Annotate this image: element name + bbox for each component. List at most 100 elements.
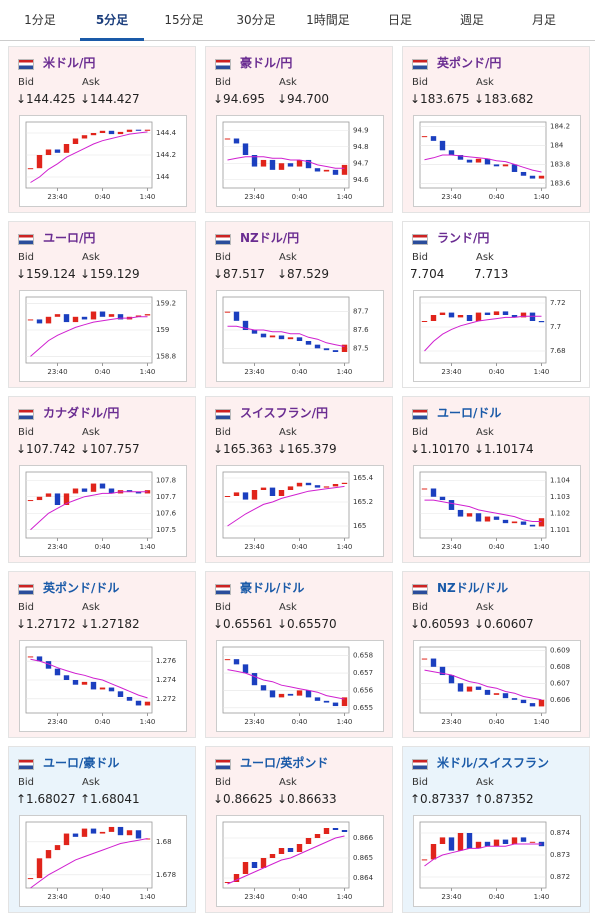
- bid-label: Bid: [215, 252, 231, 263]
- pair-name[interactable]: 豪ドル/円: [240, 56, 293, 70]
- pair-name[interactable]: カナダドル/円: [43, 406, 120, 420]
- candle: [475, 513, 482, 522]
- rate-card[interactable]: 豪ドル/ドル Bid Ask ↓0.65561 ↓0.65570 0.655 0.656 0.…: [205, 571, 393, 738]
- rate-card[interactable]: ユーロ/円 Bid Ask ↓159.124 ↓159.129 158.8 159 159.2…: [8, 221, 196, 388]
- candle: [430, 136, 437, 141]
- candle: [323, 828, 330, 834]
- bid-value: 7.704: [410, 267, 445, 281]
- average-line: [30, 131, 148, 183]
- pair-name[interactable]: ユーロ/英ポンド: [240, 756, 329, 770]
- candle: [493, 311, 500, 315]
- candle: [475, 686, 482, 690]
- rate-card[interactable]: 米ドル/円 Bid Ask ↓144.425 ↓144.427 144 144.2 144.4…: [8, 46, 196, 213]
- average-line: [227, 485, 345, 527]
- rate-card[interactable]: ユーロ/豪ドル Bid Ask ↑1.68027 ↑1.68041 1.678 1.68 23…: [8, 746, 196, 913]
- candle: [72, 488, 79, 494]
- bid-value: ↓1.27172: [16, 617, 76, 631]
- candle: [314, 344, 321, 349]
- x-tick-label: 0:40: [292, 718, 308, 726]
- candle: [108, 687, 115, 692]
- y-tick-label: 1.272: [156, 695, 176, 703]
- rate-card[interactable]: ユーロ/英ポンド Bid Ask ↓0.86625 ↓0.86633 0.864 0.865…: [205, 746, 393, 913]
- candle: [36, 858, 43, 879]
- y-tick-label: 1.102: [550, 509, 570, 517]
- tab[interactable]: 1分足: [24, 13, 56, 27]
- bid-value: ↓159.124: [16, 267, 76, 281]
- pair-name[interactable]: 米ドル/スイスフラン: [437, 756, 550, 770]
- flag-icon: [215, 759, 231, 770]
- candle: [511, 315, 518, 318]
- pair-name[interactable]: 豪ドル/ドル: [240, 581, 305, 595]
- y-tick-label: 94.7: [353, 159, 369, 167]
- candle: [341, 164, 348, 175]
- y-tick-label: 0.655: [353, 704, 373, 712]
- rate-card[interactable]: ユーロ/ドル Bid Ask ↓1.10170 ↓1.10174 1.101 1.102 1.…: [402, 396, 590, 563]
- pair-name[interactable]: ユーロ/豪ドル: [43, 756, 120, 770]
- plot-frame: [222, 471, 350, 539]
- y-tick-label: 0.609: [550, 646, 570, 654]
- tab[interactable]: 15分足: [164, 13, 204, 27]
- rate-card[interactable]: NZドル/円 Bid Ask ↓87.517 ↓87.529 87.5 87.6 87.7 23…: [205, 221, 393, 388]
- candle: [54, 493, 61, 505]
- pair-name[interactable]: ランド/円: [437, 231, 490, 245]
- candle: [90, 828, 97, 834]
- ask-value: ↑1.68041: [80, 792, 140, 806]
- flag-icon: [18, 409, 34, 420]
- y-tick-label: 1.104: [550, 476, 571, 484]
- rate-card[interactable]: 米ドル/スイスフラン Bid Ask ↑0.87337 ↑0.87352 0.872 0.8…: [402, 746, 590, 913]
- ask-label: Ask: [82, 777, 100, 788]
- tab[interactable]: 30分足: [236, 13, 276, 27]
- candle: [99, 130, 106, 133]
- rate-card[interactable]: ランド/円 Bid Ask 7.704 7.713 7.68 7.7 7.72 23:40 0:4…: [402, 221, 590, 388]
- pair-name[interactable]: 英ポンド/円: [437, 56, 502, 70]
- candle: [260, 333, 267, 338]
- candle: [421, 488, 428, 490]
- y-tick-label: 1.101: [550, 526, 570, 534]
- candle: [224, 659, 231, 661]
- tab[interactable]: 日足: [387, 13, 412, 27]
- candle: [45, 149, 52, 155]
- rate-card[interactable]: カナダドル/円 Bid Ask ↓107.742 ↓107.757 107.5 107.6 1…: [8, 396, 196, 563]
- candle: [90, 483, 97, 492]
- x-tick-label: 23:40: [244, 893, 264, 901]
- candle: [242, 492, 249, 500]
- candle: [296, 482, 303, 487]
- candle: [430, 844, 437, 860]
- rate-card[interactable]: 英ポンド/ドル Bid Ask ↓1.27172 ↓1.27182 1.272 1.274 1…: [8, 571, 196, 738]
- pair-name[interactable]: 米ドル/円: [43, 56, 96, 70]
- x-tick-label: 23:40: [441, 193, 461, 201]
- tab[interactable]: 週足: [459, 13, 484, 27]
- candle: [72, 680, 79, 685]
- tab[interactable]: 1時間足: [306, 13, 350, 27]
- y-tick-label: 0.865: [353, 854, 373, 862]
- pair-name[interactable]: ユーロ/ドル: [437, 406, 502, 420]
- y-tick-label: 107.8: [156, 476, 176, 484]
- candle: [72, 316, 79, 323]
- candle: [45, 316, 52, 324]
- x-tick-label: 0:40: [489, 893, 505, 901]
- pair-name[interactable]: ユーロ/円: [43, 231, 96, 245]
- pair-name[interactable]: 英ポンド/ドル: [43, 581, 120, 595]
- candle: [520, 171, 527, 176]
- candle: [233, 311, 240, 321]
- tab[interactable]: 月足: [531, 13, 556, 27]
- tab[interactable]: 5分足: [80, 0, 144, 41]
- rate-card[interactable]: スイスフラン/円 Bid Ask ↓165.363 ↓165.379 165 165.2 16…: [205, 396, 393, 563]
- pair-name[interactable]: スイスフラン/円: [240, 406, 329, 420]
- rate-card[interactable]: 英ポンド/円 Bid Ask ↓183.675 ↓183.682 183.6 183.8 18…: [402, 46, 590, 213]
- rate-card[interactable]: NZドル/ドル Bid Ask ↓0.60593 ↓0.60607 0.606 0.607 0…: [402, 571, 590, 738]
- candle: [502, 839, 509, 844]
- candle: [27, 168, 34, 170]
- candle: [224, 138, 231, 140]
- average-line: [30, 491, 148, 531]
- ask-label: Ask: [82, 77, 100, 88]
- chart-box: 0.864 0.865 0.866 23:40 0:40 1:40: [216, 815, 384, 907]
- candle: [135, 129, 142, 131]
- x-tick-label: 23:40: [244, 718, 264, 726]
- mini-chart: 1.272 1.274 1.276 23:40 0:40 1:40: [25, 646, 177, 726]
- flag-icon: [215, 234, 231, 245]
- pair-name[interactable]: NZドル/円: [240, 231, 300, 245]
- y-tick-label: 144: [156, 173, 170, 181]
- rate-card[interactable]: 豪ドル/円 Bid Ask ↓94.695 ↓94.700 94.6 94.7 94.8 94.…: [205, 46, 393, 213]
- pair-name[interactable]: NZドル/ドル: [437, 581, 509, 595]
